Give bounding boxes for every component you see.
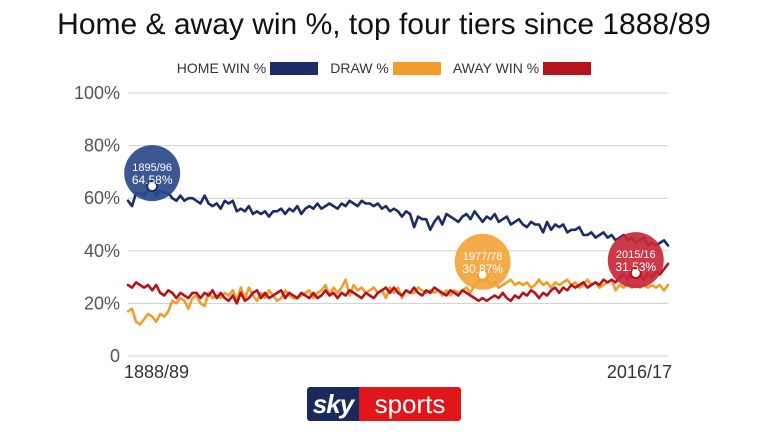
chart-title: Home & away win %, top four tiers since … <box>57 8 711 41</box>
legend-entry-away: AWAY WIN % <box>452 60 592 76</box>
annotation-value: 31.53% <box>615 260 656 274</box>
series-line-draw <box>126 273 670 326</box>
x-tick-label-last: 2016/17 <box>607 362 672 382</box>
legend-swatch-home <box>270 61 319 75</box>
y-tick-label: 20% <box>84 293 120 313</box>
annotation-label: 2015/16 <box>616 249 656 261</box>
legend-label-away: AWAY WIN % <box>452 60 540 76</box>
legend: HOME WIN % DRAW % AWAY WIN % <box>0 60 768 76</box>
legend-swatch-away <box>543 61 592 75</box>
y-tick-label: 40% <box>84 241 120 261</box>
y-tick-label: 60% <box>84 188 120 208</box>
sky-sports-logo: sky sports <box>307 387 461 421</box>
annotation-label: 1895/96 <box>132 162 172 174</box>
annotation-bubble <box>454 233 511 290</box>
sports-logo-text: sports <box>359 387 461 421</box>
annotation-label: 1977/78 <box>463 251 503 263</box>
annotation-value: 30.87% <box>462 262 503 276</box>
sky-logo-text: sky <box>307 387 359 421</box>
series-line-away <box>126 262 670 305</box>
annotation-point <box>629 267 642 280</box>
annotation-point <box>146 180 159 193</box>
legend-label-draw: DRAW % <box>330 60 389 76</box>
legend-entry-home: HOME WIN % <box>176 60 319 76</box>
series-line-home <box>126 184 670 247</box>
annotation-bubble <box>124 145 181 202</box>
x-tick-label-first: 1888/89 <box>124 362 189 382</box>
legend-label-home: HOME WIN % <box>176 60 267 76</box>
y-tick-label: 80% <box>84 136 120 156</box>
legend-swatch-draw <box>392 61 441 75</box>
annotation-bubble <box>607 232 664 289</box>
annotation-value: 64.58% <box>132 173 173 187</box>
legend-entry-draw: DRAW % <box>330 60 441 76</box>
y-tick-label: 0 <box>110 346 120 366</box>
y-tick-label: 100% <box>74 83 120 103</box>
annotation-point <box>476 268 489 281</box>
